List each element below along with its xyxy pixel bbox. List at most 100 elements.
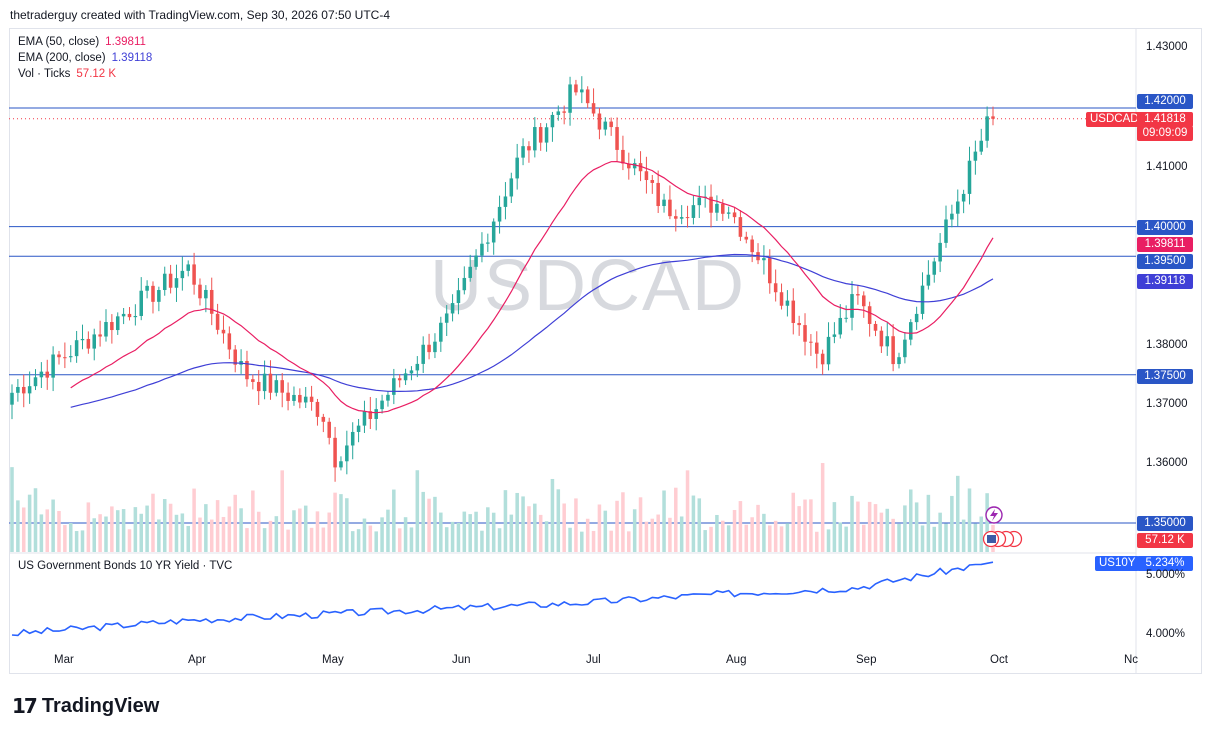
candle-body xyxy=(562,111,566,113)
candle-body xyxy=(668,199,672,217)
volume-bar xyxy=(715,514,719,552)
volume-bar xyxy=(345,498,349,552)
candle-body xyxy=(674,216,678,219)
volume-bar xyxy=(885,508,890,552)
volume-bar xyxy=(650,518,655,552)
candle-body xyxy=(832,334,837,337)
volume-bar xyxy=(256,511,261,552)
chart-credit: thetraderguy created with TradingView.co… xyxy=(10,8,390,22)
candle-body xyxy=(932,261,937,275)
candle-body xyxy=(104,322,108,337)
candle-body xyxy=(327,421,331,438)
volume-axis-label: 57.12 K xyxy=(1137,533,1193,548)
candle-body xyxy=(309,396,314,402)
volume-bar xyxy=(274,516,279,552)
candle-body xyxy=(439,322,443,342)
volume-bar xyxy=(844,526,848,552)
volume-bar xyxy=(33,488,38,552)
volume-bar xyxy=(773,520,778,552)
candle-body xyxy=(368,411,373,419)
volume-bar xyxy=(897,523,901,552)
candle-body xyxy=(433,341,437,353)
volume-bar xyxy=(433,496,437,552)
legend-volume[interactable]: Vol · Ticks 57.12 K xyxy=(18,66,116,82)
candle-body xyxy=(227,333,232,350)
candle-body xyxy=(321,416,326,422)
candle-body xyxy=(474,255,478,267)
candle-body xyxy=(421,344,425,364)
volume-bar xyxy=(192,488,196,552)
candle-body xyxy=(303,396,308,403)
candle-body xyxy=(903,339,907,358)
candle-body xyxy=(286,392,290,401)
volume-bar xyxy=(110,506,114,552)
candle-body xyxy=(867,306,872,324)
volume-bar xyxy=(151,493,155,552)
volume-bar xyxy=(180,513,185,552)
volume-bar xyxy=(439,512,443,552)
volume-bar xyxy=(768,525,772,552)
lower-pane-title[interactable]: US Government Bonds 10 YR Yield · TVC xyxy=(18,560,233,572)
x-tick-oct: Oct xyxy=(990,654,1008,666)
volume-bar xyxy=(879,512,884,552)
candle-body xyxy=(21,386,26,394)
candle-body xyxy=(908,322,913,340)
legend-ema50[interactable]: EMA (50, close) 1.39811 xyxy=(18,34,146,50)
volume-bar xyxy=(86,502,91,552)
candle-body xyxy=(732,212,737,218)
price-tick: 1.38000 xyxy=(1146,339,1188,351)
volume-bar xyxy=(908,489,913,552)
candle-body xyxy=(274,380,279,393)
volume-bar xyxy=(421,491,425,552)
volume-bar xyxy=(756,504,760,552)
volume-bar xyxy=(21,507,26,552)
legend-volume-name: Vol · Ticks xyxy=(18,68,71,80)
level-label-1-375: 1.37500 xyxy=(1137,369,1193,384)
ema50-line xyxy=(70,160,994,414)
volume-bar xyxy=(950,495,954,552)
volume-bar xyxy=(685,470,690,552)
tradingview-logo[interactable]: 17 TradingView xyxy=(12,694,159,718)
x-tick-apr: Apr xyxy=(188,654,206,666)
volume-bar xyxy=(762,513,766,552)
candle-body xyxy=(86,338,91,349)
ema50-axis-label: 1.39811 xyxy=(1137,237,1193,252)
candle-body xyxy=(721,203,725,214)
candle-body xyxy=(679,217,684,219)
candle-body xyxy=(415,363,420,371)
candle-body xyxy=(844,317,848,319)
candle-body xyxy=(509,178,514,197)
volume-bar xyxy=(374,531,378,552)
candle-body xyxy=(356,425,361,432)
volume-bar xyxy=(944,523,948,552)
candle-body xyxy=(68,356,73,358)
legend-ema200[interactable]: EMA (200, close) 1.39118 xyxy=(18,50,152,66)
volume-bar xyxy=(797,506,801,552)
candle-body xyxy=(491,221,496,243)
x-tick-jun: Jun xyxy=(452,654,471,666)
volume-bar xyxy=(104,516,108,552)
price-tick: 1.37000 xyxy=(1146,398,1188,410)
volume-bar xyxy=(74,531,79,552)
candle-body xyxy=(427,344,431,353)
volume-bar xyxy=(826,529,831,552)
volume-bar xyxy=(204,504,208,552)
volume-bar xyxy=(121,509,126,552)
volume-bar xyxy=(392,489,396,552)
us-flag-icon xyxy=(987,535,996,543)
volume-bar xyxy=(315,511,320,552)
volume-bar xyxy=(309,527,314,552)
volume-bar xyxy=(468,514,472,552)
volume-bar xyxy=(157,519,161,552)
candle-body xyxy=(298,394,302,403)
volume-bar xyxy=(491,512,496,552)
candle-body xyxy=(392,378,396,395)
candle-body xyxy=(350,431,355,446)
candle-body xyxy=(738,217,743,237)
candle-body xyxy=(51,354,55,378)
volume-bar xyxy=(533,503,537,552)
volume-bar xyxy=(57,510,61,552)
volume-bar xyxy=(368,525,373,552)
candle-body xyxy=(527,146,531,151)
